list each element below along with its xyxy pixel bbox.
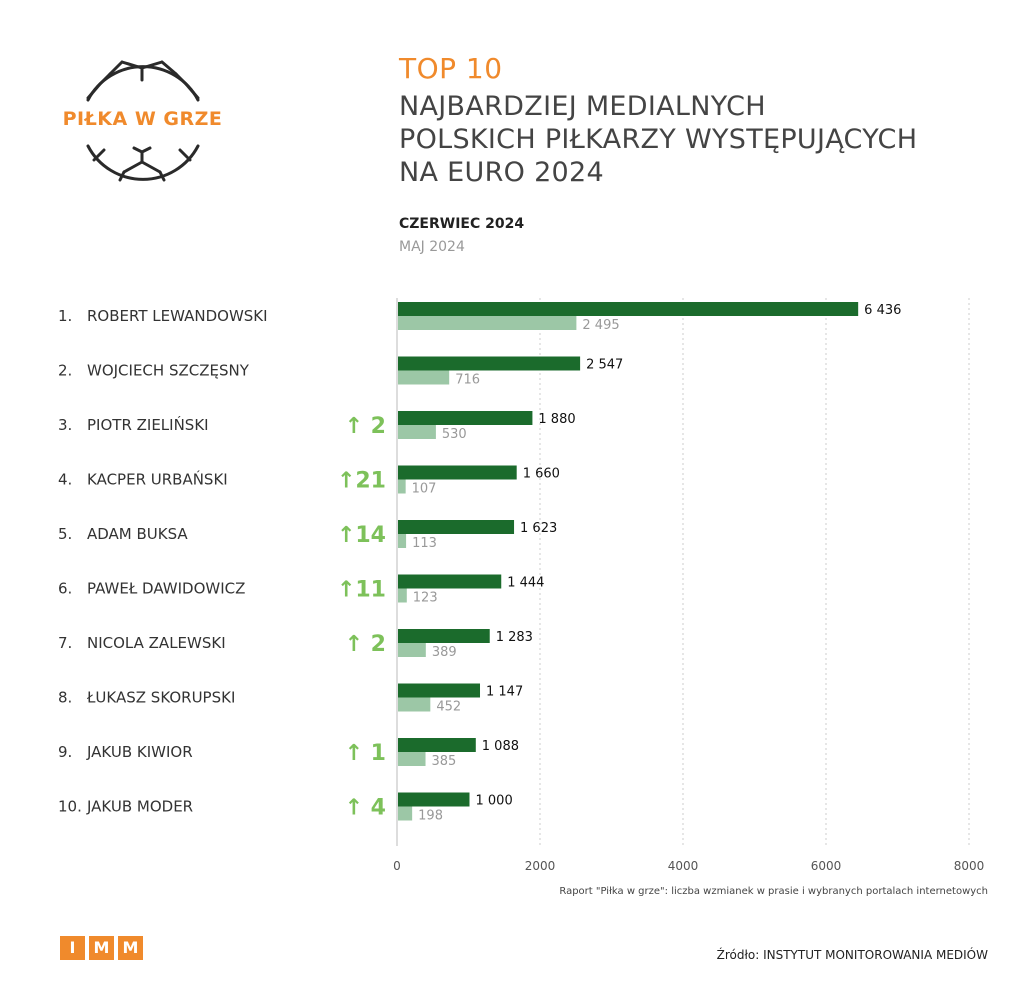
bar-current-label: 1 660 [523,467,560,482]
bar-previous [398,370,450,385]
bar-previous-label: 2 495 [582,318,619,333]
bar-current [398,629,490,643]
rank-label: 3. [58,416,72,434]
bar-previous [398,588,407,603]
player-name: JAKUB KIWIOR [86,743,193,761]
player-name: KACPER URBAŃSKI [87,470,228,489]
player-name: PAWEŁ DAWIDOWICZ [87,580,245,598]
player-name: PIOTR ZIELIŃSKI [87,415,209,434]
bar-previous-label: 389 [432,645,457,660]
bar-current-label: 1 088 [482,739,519,754]
player-name: ADAM BUKSA [87,525,188,543]
player-name: NICOLA ZALEWSKI [87,634,226,652]
bar-current [398,411,533,425]
bar-previous [398,316,577,330]
bar-current-label: 1 147 [486,685,523,700]
bar-previous-label: 107 [412,482,437,497]
x-tick-label: 6000 [811,859,842,873]
bar-current [398,520,515,534]
bar-current-label: 2 547 [586,358,623,373]
bar-previous-label: 452 [436,700,461,715]
rank-change-label: ↑14 [337,523,386,548]
legend-previous: MAJ 2024 [399,239,465,255]
rank-label: 2. [58,362,72,380]
bar-previous [398,643,426,657]
imm-letter: I [60,936,85,960]
rank-change-label: ↑ 2 [345,414,386,439]
bar-previous [398,479,406,494]
imm-letter: M [89,936,114,960]
source-credit: Źródło: INSTYTUT MONITOROWANIA MEDIÓW [716,948,988,962]
bar-current [398,574,502,589]
title-top: TOP 10 [399,52,503,85]
bar-previous-label: 113 [412,536,437,551]
page-title: NAJBARDZIEJ MEDIALNYCH POLSKICH PIŁKARZY… [399,90,999,189]
bar-current-label: 6 436 [864,303,901,318]
bar-current [398,683,481,698]
bar-chart: 0 2000 4000 6000 8000 1. ROBERT LEWANDOWSKI 6 4… [58,298,985,873]
title-line: NA EURO 2024 [399,157,604,188]
player-name: ROBERT LEWANDOWSKI [87,307,268,325]
rank-change-label: ↑ 2 [345,632,386,657]
rank-change-label: ↑21 [337,469,386,494]
bar-current [398,302,859,316]
bar-previous [398,752,426,766]
bar-current-label: 1 880 [538,412,575,427]
bar-previous-label: 385 [432,754,457,769]
bar-previous [398,697,431,712]
bar-current [398,792,470,807]
bar-previous [398,534,407,548]
title-line: POLSKICH PIŁKARZY WYSTĘPUJĄCYCH [399,124,918,155]
bar-previous-label: 123 [413,591,438,606]
rank-label: 6. [58,580,72,598]
rank-label: 4. [58,471,72,489]
x-tick-label: 4000 [668,859,699,873]
rank-label: 7. [58,634,72,652]
bar-current-label: 1 000 [476,794,513,809]
logo: PIŁKA W GRZE [60,58,225,188]
rank-label: 8. [58,689,72,707]
bar-previous-label: 198 [418,809,443,824]
legend-current: CZERWIEC 2024 [399,216,525,232]
x-tick-label: 2000 [525,859,556,873]
player-name: ŁUKASZ SKORUPSKI [86,689,235,707]
bar-previous-label: 716 [455,373,480,388]
bar-previous [398,425,436,439]
imm-logo: I M M [60,936,143,960]
player-name: WOJCIECH SZCZĘSNY [87,362,250,380]
rank-label: 1. [58,307,72,325]
rank-change-label: ↑ 1 [345,741,386,766]
bar-current [398,738,476,752]
player-name: JAKUB MODER [86,798,193,816]
bar-current [398,465,517,480]
logo-text: PIŁKA W GRZE [62,108,223,130]
rank-change-label: ↑11 [337,578,386,603]
imm-letter: M [118,936,143,960]
rank-change-label: ↑ 4 [345,796,386,821]
bar-current-label: 1 283 [496,630,533,645]
bar-previous-label: 530 [442,427,467,442]
x-tick-label: 8000 [954,859,985,873]
footnote: Raport "Piłka w grze": liczba wzmianek w… [559,886,988,897]
bar-current [398,356,581,371]
x-tick-label: 0 [393,859,401,873]
rank-label: 5. [58,525,72,543]
rank-label: 9. [58,743,72,761]
soccer-ball-icon [86,60,200,182]
bar-previous [398,806,413,821]
bar-current-label: 1 623 [520,521,557,536]
bar-current-label: 1 444 [507,576,544,591]
title-line: NAJBARDZIEJ MEDIALNYCH [399,91,766,122]
rank-label: 10. [58,798,82,816]
